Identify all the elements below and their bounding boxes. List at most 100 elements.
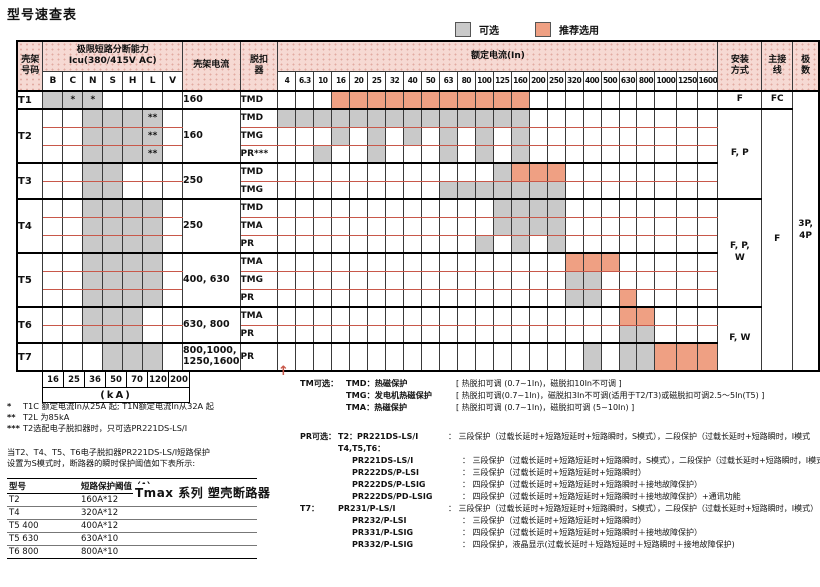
in-rating-cell xyxy=(546,342,566,372)
in-rating-cell xyxy=(403,252,422,272)
in-rating-cell xyxy=(313,342,333,372)
in-rating-cell xyxy=(349,270,369,290)
in-rating-cell xyxy=(528,252,548,272)
in-rating-cell xyxy=(564,108,584,128)
in-rating-cell xyxy=(676,126,699,146)
in-rating-cell xyxy=(331,90,351,110)
model-cell: T5 400 xyxy=(7,519,79,533)
in-rating-cell xyxy=(313,234,333,254)
in-rating-cell xyxy=(474,252,494,272)
in-rating-cell xyxy=(385,234,405,254)
in-col-header: 25 xyxy=(367,70,387,92)
in-rating-cell xyxy=(654,198,678,218)
in-rating-cell xyxy=(600,306,620,326)
in-rating-cell xyxy=(474,324,494,344)
pr-prefix xyxy=(300,455,338,467)
in-rating-cell xyxy=(474,90,494,110)
in-rating-cell xyxy=(313,252,333,272)
icu-col-header: V xyxy=(162,70,184,92)
in-col-header: 160 xyxy=(510,70,530,92)
in-rating-cell xyxy=(420,252,440,272)
in-col-header: 1000 xyxy=(654,70,678,92)
icu-cell xyxy=(82,180,104,200)
tm-prefix: TM可选： xyxy=(300,378,339,388)
in-rating-cell xyxy=(492,234,512,254)
icu-section-header: 极限短路分断能力 Icu(380/415V AC) xyxy=(42,40,184,72)
model-cell: T5 630 xyxy=(7,532,79,546)
in-rating-cell xyxy=(349,144,369,164)
in-rating-cell xyxy=(528,324,548,344)
frame-id-cell: T2 xyxy=(16,108,44,164)
frame-id-cell: T3 xyxy=(16,162,44,200)
threshold-value-cell: 320A*12 xyxy=(79,506,257,520)
in-col-header: 250 xyxy=(546,70,566,92)
in-rating-cell xyxy=(528,306,548,326)
in-rating-cell xyxy=(528,180,548,200)
tm-note-row: TMA：热磁保护 [ 热脱扣可调 (0.7~1In)，磁脱扣可调 (5~10In)… xyxy=(300,402,764,414)
icu-cell xyxy=(102,288,124,308)
icu-cell xyxy=(102,144,124,164)
icu-cell xyxy=(162,144,184,164)
icu-cell xyxy=(122,144,144,164)
in-rating-cell xyxy=(564,324,584,344)
in-rating-cell xyxy=(697,144,719,164)
in-rating-cell xyxy=(438,306,458,326)
in-rating-cell xyxy=(697,342,719,372)
in-rating-cell xyxy=(510,306,530,326)
legend: 可选 推荐选用 xyxy=(455,22,627,37)
model-cell: T2 xyxy=(7,493,79,507)
in-rating-cell xyxy=(349,234,369,254)
in-rating-cell xyxy=(618,108,638,128)
icu-cell xyxy=(122,270,144,290)
in-rating-cell xyxy=(546,324,566,344)
frame-current-cell: 400, 630 xyxy=(182,252,241,308)
in-rating-cell xyxy=(564,306,584,326)
pr-model: T4,T5,T6： xyxy=(338,444,386,453)
in-rating-cell xyxy=(331,324,351,344)
in-rating-cell xyxy=(367,216,387,236)
tm-bracket: [ 热脱扣可调 (0.7~1In)，磁脱扣可调 (5~10In) ] xyxy=(456,402,635,412)
pr-trip-notes: PR可选：T2：PR221DS-LS/I 三段保护（过载长延时+短路短延时+短路瞬… xyxy=(300,431,820,551)
in-rating-cell xyxy=(564,270,584,290)
pr-note-row: PR222DS/P-LSI 三段保护（过载长延时+短路短延时+短路瞬时） xyxy=(300,467,820,479)
icu-cell xyxy=(142,324,164,344)
pr-model: PR222DS/P-LSI xyxy=(352,468,419,477)
in-rating-cell xyxy=(331,288,351,308)
trip-unit-cell: TMA xyxy=(239,252,279,272)
in-rating-cell xyxy=(277,108,297,128)
in-rating-cell xyxy=(582,108,602,128)
trip-unit-cell: TMD xyxy=(239,198,279,218)
in-rating-cell xyxy=(618,324,638,344)
in-rating-cell xyxy=(697,198,719,218)
pr-model: T2：PR221DS-LS/I xyxy=(338,432,419,441)
in-rating-cell xyxy=(510,270,530,290)
in-rating-cell xyxy=(295,108,315,128)
threshold-row: T5 400 400A*12 xyxy=(7,519,257,533)
in-rating-cell xyxy=(456,180,476,200)
ka-value-cell: 36 xyxy=(84,371,106,388)
wiring-header: 主接线 xyxy=(761,40,794,92)
in-rating-cell xyxy=(510,216,530,236)
in-rating-cell xyxy=(600,108,620,128)
icu-cell xyxy=(82,270,104,290)
pr-prefix xyxy=(300,515,338,527)
in-rating-cell xyxy=(295,324,315,344)
in-col-header: 63 xyxy=(438,70,458,92)
in-rating-cell xyxy=(676,216,699,236)
in-rating-cell xyxy=(654,234,678,254)
in-col-header: 125 xyxy=(492,70,512,92)
in-col-header: 1600 xyxy=(697,70,719,92)
in-rating-cell xyxy=(367,126,387,146)
pr-prefix xyxy=(300,467,338,479)
in-rating-cell xyxy=(618,306,638,326)
tm-prefix xyxy=(300,402,346,414)
in-rating-cell xyxy=(474,216,494,236)
in-rating-cell xyxy=(600,324,620,344)
in-rating-cell xyxy=(438,324,458,344)
in-rating-cell xyxy=(582,180,602,200)
install-cell: F, W xyxy=(717,306,763,372)
footnotes: * T1C 额定电流In从25A 起; T1N额定电流In从32A 起 ** T2L … xyxy=(7,401,214,434)
in-rating-cell xyxy=(331,144,351,164)
pr-note-row: T7： PR231/P-LS/I 三段保护（过载长延时+短路短延时+短路瞬时，S模式… xyxy=(300,503,820,515)
in-rating-cell xyxy=(349,342,369,372)
